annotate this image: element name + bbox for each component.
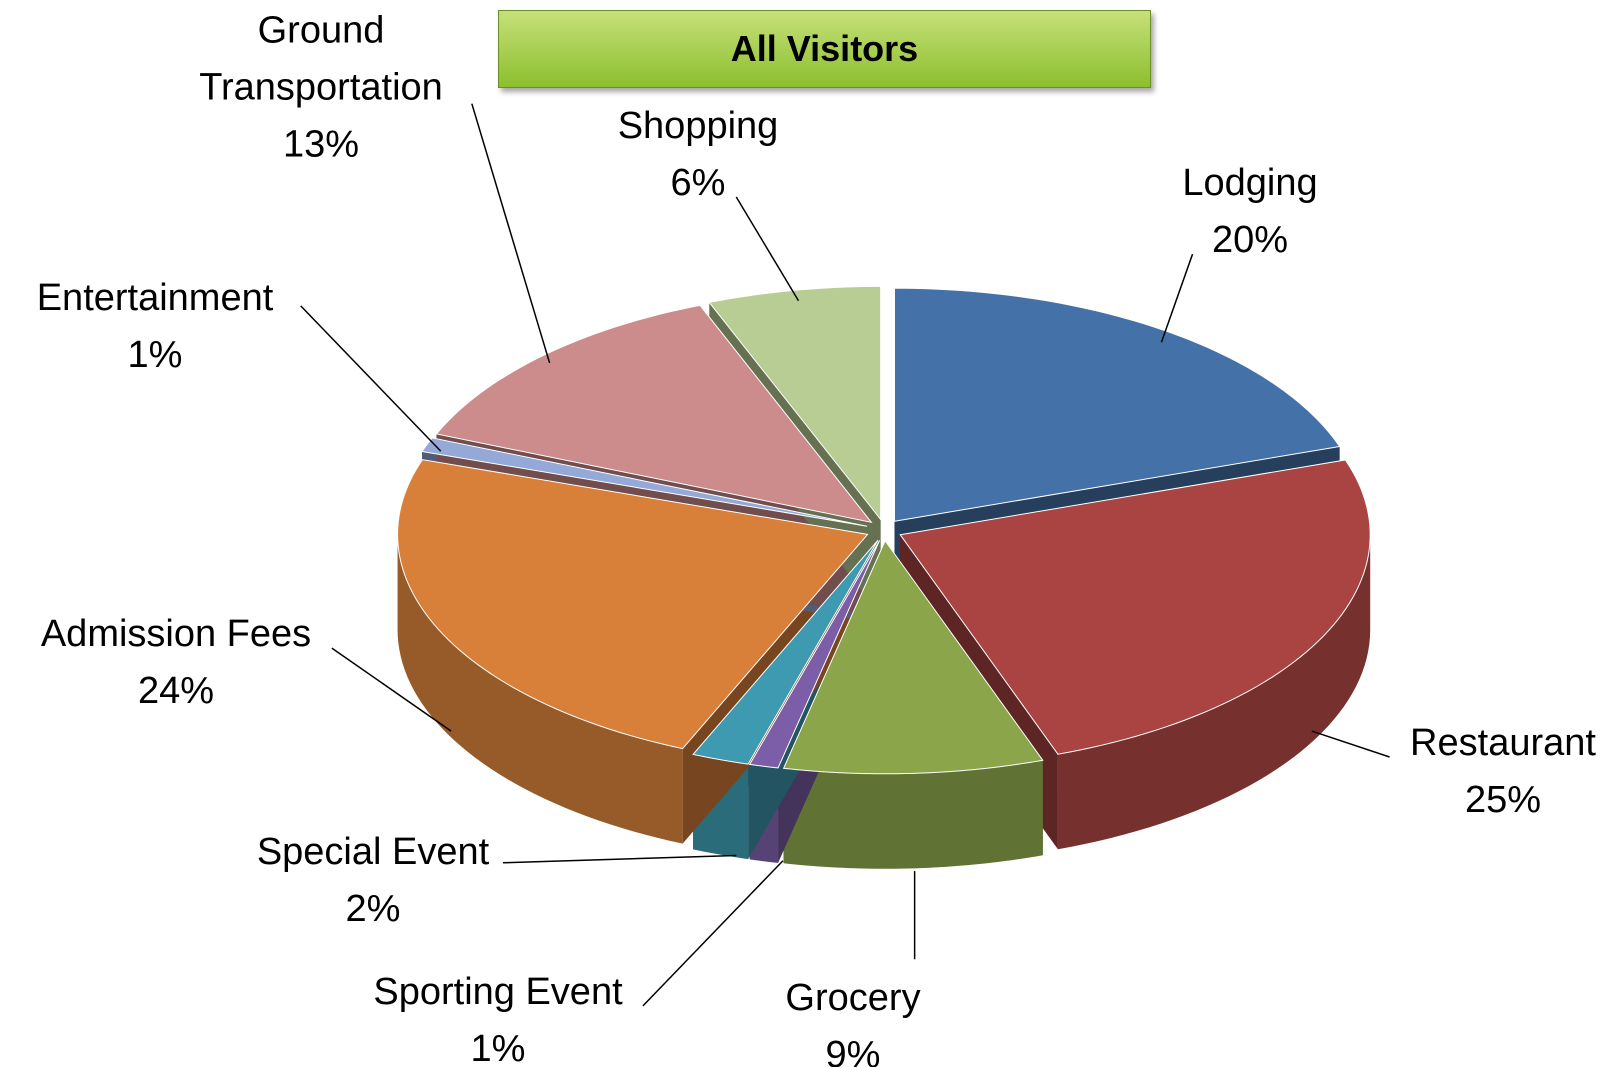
- category-label: Restaurant: [1410, 722, 1596, 764]
- slice: [435, 304, 873, 524]
- data-label: Admission Fees 24%: [41, 606, 311, 720]
- data-label: Special Event 2%: [257, 824, 489, 938]
- value-label: 25%: [1464, 779, 1542, 821]
- category-label: Shopping: [617, 105, 779, 147]
- value-label: 1%: [127, 334, 183, 376]
- leader-line: [300, 305, 442, 452]
- category-label: Special Event: [256, 831, 490, 873]
- category-label: Lodging: [1182, 162, 1318, 204]
- slice: [748, 540, 881, 769]
- slice: [692, 539, 879, 765]
- value-label: 1%: [470, 1028, 526, 1067]
- data-label: Ground Transportation 13%: [171, 3, 471, 174]
- leader-line: [1160, 253, 1194, 343]
- category-label: Ground Transportation: [199, 9, 443, 109]
- leader-line: [502, 854, 737, 864]
- slice-side: [397, 534, 683, 844]
- category-label: Entertainment: [36, 277, 274, 319]
- data-label: Entertainment 1%: [37, 270, 274, 384]
- slice: [708, 285, 882, 521]
- value-label: 9%: [825, 1034, 881, 1067]
- category-label: Sporting Event: [373, 971, 623, 1013]
- value-label: 20%: [1211, 219, 1289, 261]
- leader-line: [331, 647, 452, 732]
- value-label: 2%: [345, 888, 401, 930]
- value-label: 13%: [282, 123, 360, 166]
- slice: [899, 459, 1371, 755]
- chart-title: All Visitors: [498, 10, 1151, 88]
- slice-side: [783, 760, 1043, 869]
- category-label: Grocery: [785, 977, 921, 1019]
- data-label: Restaurant 25%: [1410, 715, 1596, 829]
- leader-line: [1311, 730, 1390, 758]
- slice: [782, 539, 1044, 775]
- leader-line: [735, 196, 800, 302]
- data-label: Sporting Event 1%: [373, 964, 622, 1067]
- value-label: 24%: [137, 670, 215, 712]
- category-label: Admission Fees: [40, 613, 312, 655]
- slice: [893, 287, 1341, 522]
- data-label: Shopping 6%: [618, 98, 779, 212]
- data-label: Lodging 20%: [1182, 155, 1317, 269]
- slice-side: [1057, 534, 1371, 850]
- data-label: Grocery 9%: [785, 970, 920, 1067]
- slice: [397, 459, 869, 750]
- leader-line: [642, 860, 784, 1007]
- value-label: 6%: [670, 162, 726, 204]
- leader-line: [471, 103, 551, 364]
